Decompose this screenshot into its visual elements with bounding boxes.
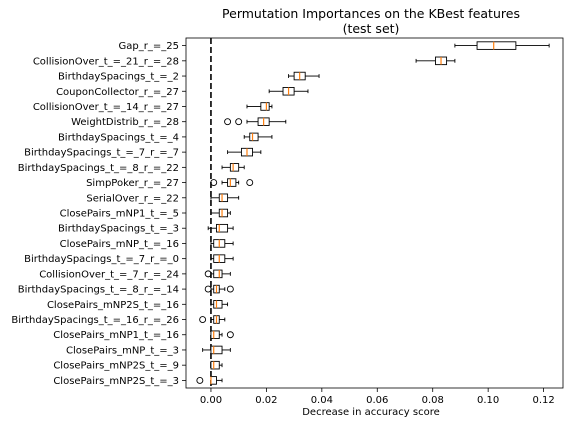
y-tick-label: SimpPoker_r_=_27 [86,178,179,189]
chart-title: Permutation Importances on the KBest fea… [222,6,520,21]
y-tick-label: WeightDistrib_r_=_28 [71,117,179,128]
x-tick-label: 0.08 [422,395,444,406]
y-tick-label: CollisionOver_t_=_14_r_=_27 [33,102,179,113]
box-iqr [213,269,223,279]
y-tick-label: BirthdaySpacings_t_=_2 [58,72,179,83]
box-iqr [218,208,229,218]
chart-subtitle: (test set) [343,21,400,36]
y-tick-label: BirthdaySpacings_t_=_7_r_=_0 [24,254,179,265]
y-tick-label: ClosePairs_mNP2S_t_=_9 [53,361,179,372]
box-iqr [218,193,229,203]
x-tick-label: 0.00 [200,395,222,406]
x-tick-label: 0.06 [366,395,388,406]
outlier-point [226,331,234,339]
box-iqr [210,330,220,339]
y-tick-label: Gap_r_=_25 [119,41,179,52]
outlier-point [204,285,212,293]
y-tick-label: BirthdaySpacings_t_=_7_r_=_7 [24,148,179,159]
box-iqr [227,178,237,187]
y-tick-label: ClosePairs_mNP1_t_=_16 [53,330,179,341]
outlier-point [196,376,204,384]
outlier-point [235,118,243,126]
box-iqr [476,41,517,50]
outlier-point [204,270,212,278]
y-tick-label: BirthdaySpacings_t_=_4 [58,132,179,143]
outlier-point [199,316,207,323]
y-tick-label: CollisionOver_t_=_7_r_=_24 [39,269,179,280]
box-iqr [216,223,229,233]
y-tick-label: CouponCollector_r_=_27 [56,87,179,98]
y-tick-label: BirthdaySpacings_t_=_8_r_=_14 [18,285,179,296]
y-tick-label: ClosePairs_mNP2S_t_=_16 [47,300,179,311]
y-tick-label: SerialOver_r_=_22 [86,193,179,204]
box-iqr [210,360,220,370]
y-tick-label: ClosePairs_mNP1_t_=_5 [60,209,179,220]
box-iqr [229,163,240,172]
x-tick-label: 0.10 [477,395,499,406]
y-tick-label: BirthdaySpacings_t_=_3 [58,224,179,235]
box-iqr [213,300,223,309]
outlier-point [226,285,234,293]
x-tick-label: 0.04 [311,395,333,406]
outlier-point [224,118,232,126]
y-tick-label: ClosePairs_mNP2S_t_=_3 [53,376,179,387]
x-tick-label: 0.02 [255,395,277,406]
box-iqr [260,102,270,111]
outlier-point [210,179,218,187]
box-iqr [249,132,259,142]
box-iqr [210,376,217,385]
x-tick-label: 0.12 [532,395,554,406]
y-tick-label: ClosePairs_mNP_t_=_3 [66,345,179,356]
y-tick-label: BirthdaySpacings_t_=_8_r_=_22 [18,163,179,174]
box-iqr [210,345,223,355]
outlier-point [246,179,254,187]
y-tick-label: ClosePairs_mNP_t_=_16 [60,239,179,250]
y-tick-label: BirthdaySpacings_t_=_16_r_=_26 [11,315,179,326]
x-axis-label: Decrease in accuracy score [302,407,440,418]
plot-frame [185,37,564,389]
y-tick-label: CollisionOver_t_=_21_r_=_28 [33,56,179,67]
